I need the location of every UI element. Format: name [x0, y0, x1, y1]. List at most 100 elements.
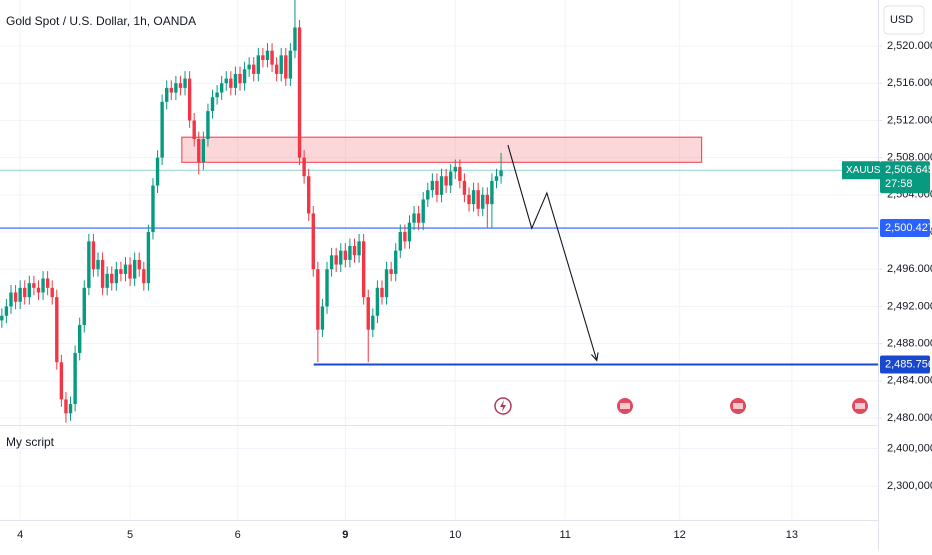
candle-body: [215, 92, 219, 98]
candle-body: [41, 278, 45, 293]
y-tick-label: 2,480.000: [887, 412, 932, 424]
candle-body: [238, 73, 242, 84]
candle-body: [467, 194, 471, 205]
y-tick-label: 2,300,000: [887, 480, 932, 492]
x-tick-label: 9: [342, 529, 348, 541]
candle-body: [137, 259, 141, 270]
candle-body: [384, 269, 389, 298]
candle-body: [151, 185, 155, 233]
candle-body: [485, 194, 490, 205]
candle-body: [247, 64, 251, 70]
candle-body: [306, 176, 311, 214]
y-tick-label: 2,488.000: [887, 338, 932, 350]
candle-body: [96, 259, 100, 270]
candle-body: [412, 213, 416, 223]
candle-body: [128, 264, 132, 279]
candle-body: [407, 222, 412, 242]
candle-body: [265, 50, 270, 60]
candle-body: [389, 269, 393, 274]
y-tick-label: 2,492.000: [887, 300, 932, 312]
candle-body: [4, 306, 9, 316]
candle-body: [0, 315, 4, 321]
candle-body: [334, 255, 338, 265]
x-tick-label: 13: [786, 529, 798, 541]
candle-body: [105, 273, 109, 288]
x-tick-label: 6: [235, 529, 241, 541]
candle-body: [123, 264, 128, 274]
candle-body: [64, 399, 68, 414]
candle-body: [201, 139, 206, 163]
event-icons: [494, 397, 868, 415]
candle-body: [458, 166, 462, 181]
candle-body: [366, 297, 370, 330]
candle-body: [490, 180, 494, 205]
candle-body: [77, 325, 82, 353]
candle-body: [462, 180, 467, 195]
candle-body: [302, 157, 306, 177]
candle-body: [206, 111, 210, 140]
candle-body: [325, 269, 329, 307]
candle-body: [499, 170, 503, 177]
y-tick-label: 2,516.000: [887, 77, 932, 89]
candle-body: [375, 287, 380, 316]
y-tick-label: 2,508.000: [887, 152, 932, 164]
candle-body: [339, 250, 343, 265]
candle-body: [146, 232, 151, 284]
candle-body: [110, 273, 114, 284]
x-tick-label: 11: [559, 529, 570, 541]
candle-body: [55, 297, 59, 363]
candle-body: [36, 287, 41, 293]
candle-body: [439, 176, 444, 195]
candle-body: [329, 255, 334, 270]
candle-body: [481, 194, 485, 209]
candle-body: [27, 283, 32, 298]
candle-body: [68, 404, 73, 414]
candle-body: [274, 64, 279, 74]
candle-body: [100, 259, 105, 288]
candle-body: [444, 176, 448, 186]
candle-body: [82, 287, 86, 326]
last-price-label-bg: [880, 161, 930, 194]
candle-body: [398, 232, 402, 251]
x-tick-label: 4: [17, 529, 23, 541]
candle-body: [73, 352, 77, 405]
y-tick-label: 2,512.000: [887, 114, 932, 126]
x-tick-label: 5: [127, 529, 133, 541]
candle-body: [380, 287, 384, 298]
level-label: 2,485.756: [885, 358, 932, 370]
candle-body: [361, 241, 366, 298]
candle-body: [357, 241, 361, 256]
grid: [0, 0, 878, 520]
candle-body: [316, 269, 320, 330]
candle-body: [91, 241, 96, 270]
candle-body: [320, 306, 325, 330]
event-icon: [855, 403, 865, 409]
event-icon: [620, 403, 630, 409]
currency-button[interactable]: [883, 5, 925, 35]
candle-body: [192, 120, 196, 140]
y-tick-label: 2,496.000: [887, 263, 932, 275]
candle-body: [430, 180, 435, 191]
candle-body: [18, 287, 22, 302]
candle-body: [297, 27, 302, 158]
candle-body: [32, 283, 36, 288]
resistance-zone: [181, 136, 703, 163]
candle-body: [293, 27, 297, 51]
candle-body: [23, 287, 27, 298]
symbol-label-bg: [842, 161, 880, 180]
candle-body: [348, 245, 352, 260]
indicator-title: My script: [6, 435, 55, 449]
candle-body: [403, 232, 407, 242]
candle-body: [343, 250, 348, 260]
currency: USD: [890, 14, 913, 26]
candle-body: [233, 73, 238, 88]
projection-arrow: [507, 144, 598, 361]
candle-body: [219, 83, 224, 93]
candle-body: [494, 176, 499, 181]
y-tick-label: 2,484.000: [887, 375, 932, 387]
arrow-head: [590, 352, 599, 362]
event-icon: [500, 400, 506, 412]
level-label-bg: [880, 355, 930, 374]
candle-body: [59, 362, 64, 400]
